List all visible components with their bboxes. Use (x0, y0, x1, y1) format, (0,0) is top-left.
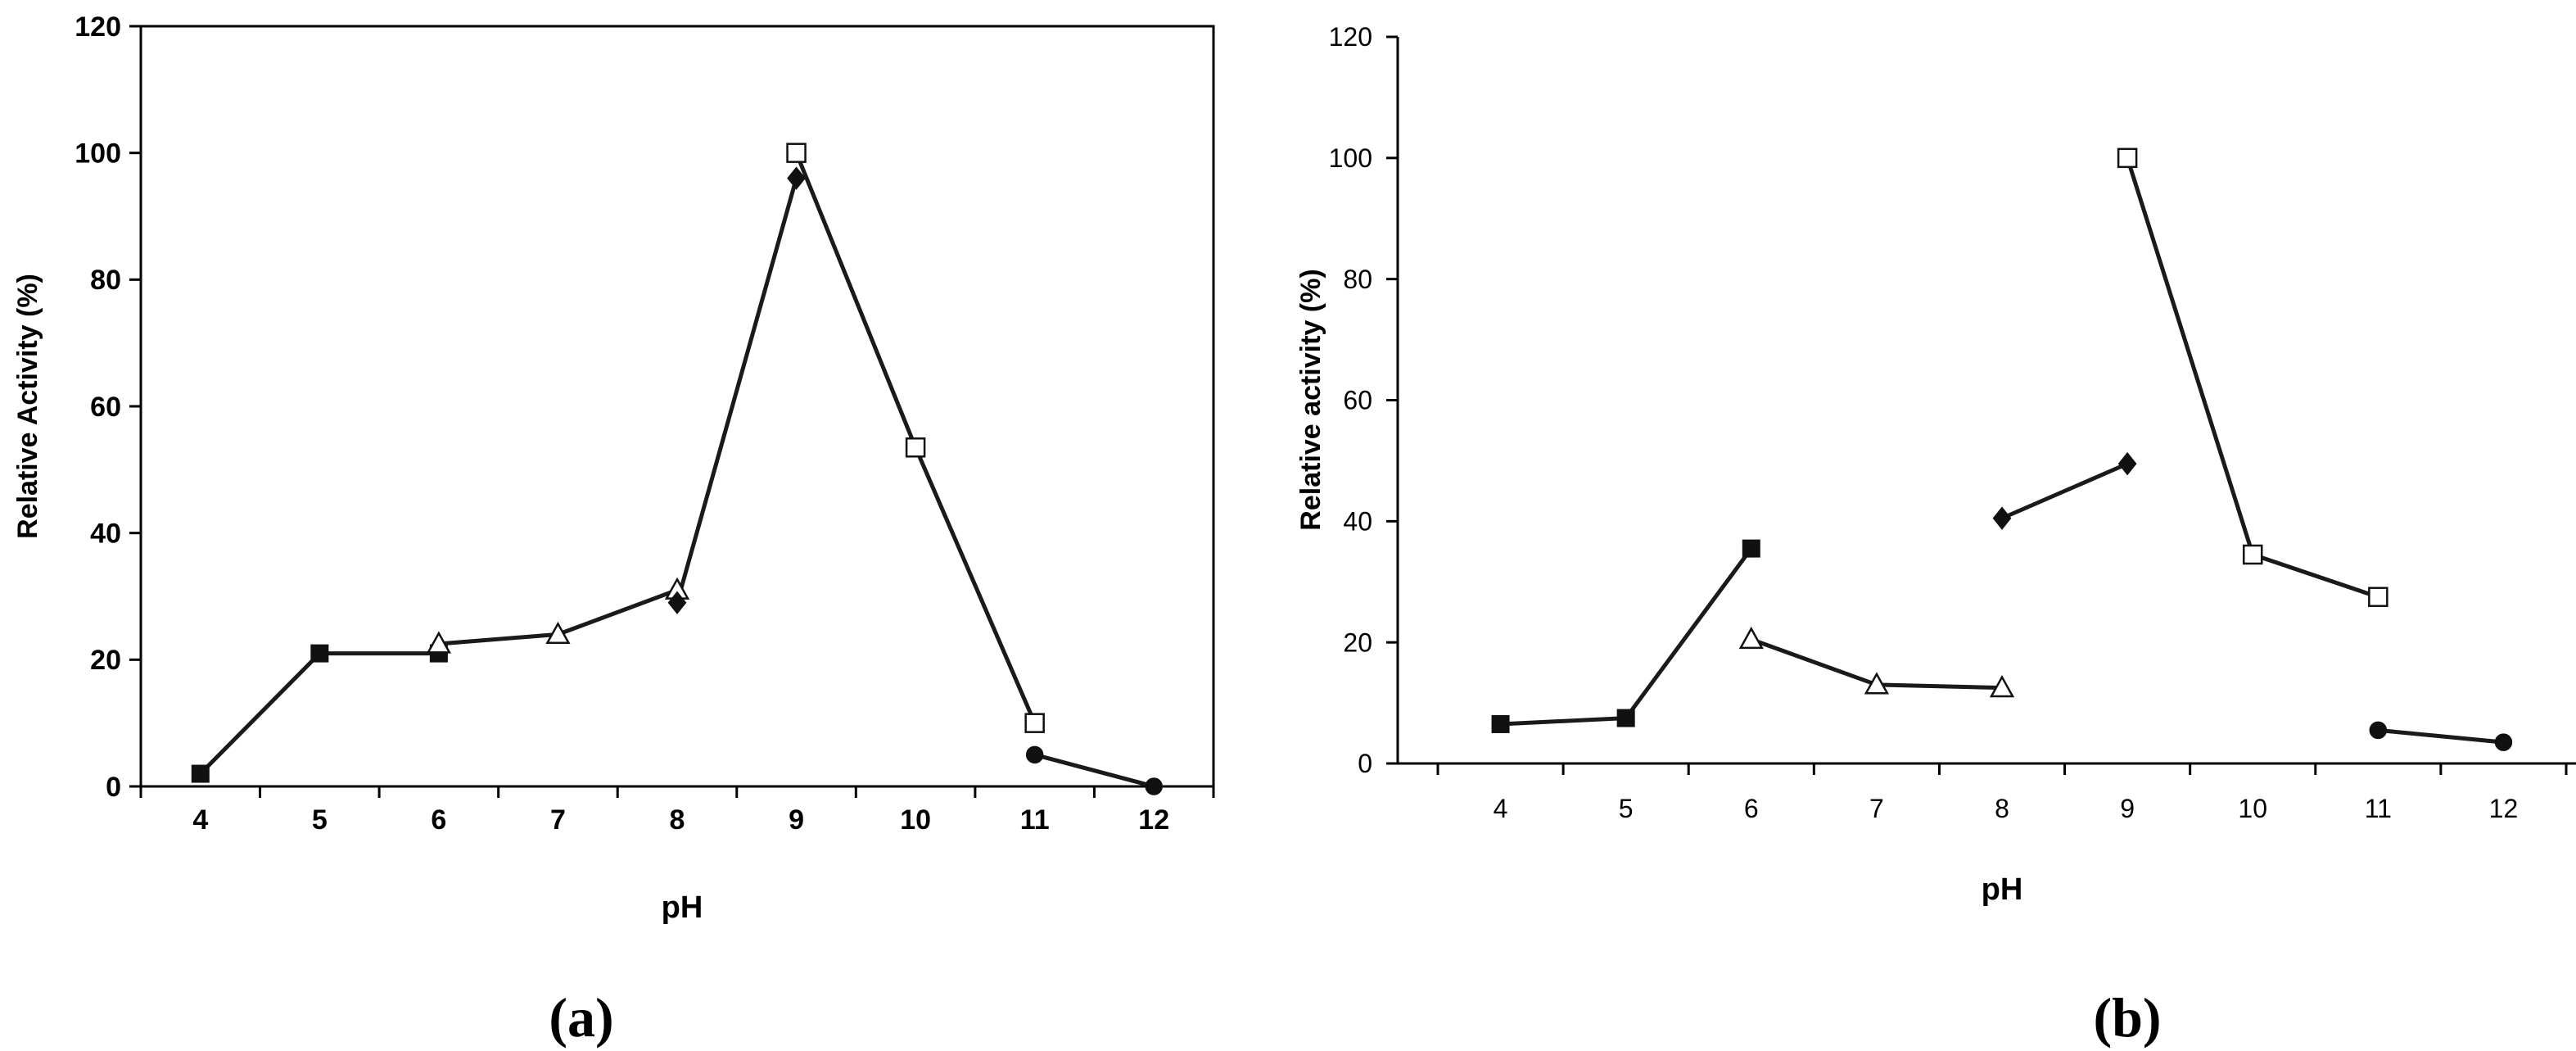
y-tick-label: 60 (90, 392, 121, 423)
x-tick-label: 6 (1744, 794, 1759, 823)
y-axis-label: Relative Activity (%) (12, 274, 43, 539)
filled-square-marker (310, 644, 329, 663)
open-square-marker (1024, 713, 1045, 733)
x-tick-label: 5 (312, 804, 328, 836)
filled-square-marker (1491, 714, 1510, 733)
x-tick-label: 10 (900, 804, 931, 836)
x-tick-label: 7 (550, 804, 566, 836)
x-tick-label: 11 (2365, 794, 2392, 823)
filled-square-marker (191, 764, 210, 783)
x-tick-label: 8 (670, 804, 685, 836)
x-tick-label: 6 (431, 804, 446, 836)
panel-label-b: (b) (2093, 986, 2161, 1049)
x-tick-label: 4 (1494, 794, 1508, 823)
y-tick-label: 20 (90, 645, 121, 676)
chart-b: 0 20 40 60 80 100 120 4 5 6 7 8 9 10 11 12 pH Relative ac… (1295, 22, 2576, 907)
y-tick-label: 120 (75, 11, 121, 43)
x-tick-label: 9 (2120, 794, 2135, 823)
x-tick-label: 7 (1869, 794, 1884, 823)
y-tick-label: 0 (1358, 749, 1372, 778)
x-tick-label: 8 (1995, 794, 2009, 823)
series-line (1500, 547, 1753, 727)
x-axis-label: pH (662, 890, 703, 925)
open-triangle-marker (1989, 675, 2015, 698)
y-tick-label: 60 (1343, 386, 1372, 415)
filled-circle-marker (2494, 733, 2513, 751)
series-line (2378, 727, 2504, 745)
open-square-marker (2368, 587, 2388, 607)
series-line (199, 651, 439, 776)
filled-diamond-marker (2117, 451, 2137, 476)
y-axis-label: Relative activity (%) (1295, 269, 1326, 530)
open-triangle-marker (1864, 672, 1890, 695)
y-tick-label: 100 (1329, 143, 1372, 173)
open-triangle-marker (426, 631, 452, 654)
x-tick-label: 4 (192, 804, 208, 836)
chart-a: 0 20 40 60 80 100 120 4 5 6 7 8 9 10 11 12 pH Relative Ac… (12, 11, 1215, 925)
y-tick-label: 80 (90, 265, 121, 296)
open-square-marker (2242, 544, 2263, 565)
y-tick-label: 20 (1343, 627, 1372, 657)
y-tick-label: 40 (90, 519, 121, 550)
filled-square-marker (1616, 709, 1635, 727)
open-square-marker (2117, 147, 2138, 169)
filled-diamond-marker (1992, 506, 2012, 530)
panel-label-a: (a) (549, 986, 613, 1049)
x-tick-label: 12 (1138, 804, 1169, 836)
series-line (675, 177, 798, 604)
y-tick-label: 120 (1329, 22, 1372, 52)
series-line (2125, 157, 2379, 600)
series-line (2001, 461, 2129, 520)
open-triangle-marker (1738, 626, 1764, 650)
x-tick-label: 9 (789, 804, 804, 836)
open-square-marker (786, 143, 807, 163)
x-axis-label: pH (1982, 872, 2023, 907)
filled-diamond-marker (787, 166, 806, 190)
x-tick-label: 5 (1619, 794, 1634, 823)
x-tick-label: 12 (2489, 794, 2519, 823)
series-line (1034, 752, 1155, 789)
x-tick-label: 10 (2238, 794, 2267, 823)
y-tick-label: 100 (75, 138, 121, 170)
filled-circle-marker (2369, 721, 2388, 740)
open-triangle-marker (545, 621, 571, 645)
filled-circle-marker (1145, 777, 1163, 795)
y-tick-label: 40 (1343, 507, 1372, 537)
open-square-marker (905, 437, 926, 458)
y-tick-label: 0 (106, 772, 121, 803)
filled-square-marker (1742, 539, 1760, 558)
filled-diamond-marker (667, 591, 687, 614)
x-tick-label: 11 (1020, 804, 1050, 836)
filled-circle-marker (1025, 745, 1044, 764)
y-tick-label: 80 (1343, 265, 1372, 294)
